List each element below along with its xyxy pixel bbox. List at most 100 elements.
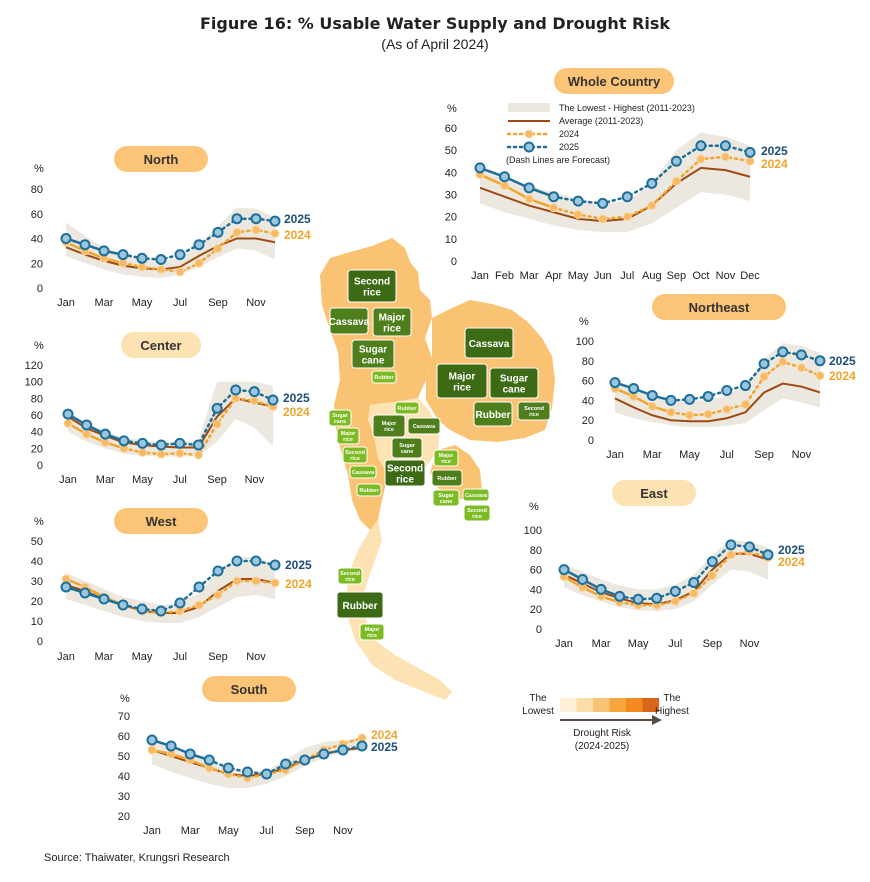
series-label-2024: 2024 [829, 369, 856, 383]
y-tick-label: 60 [31, 209, 43, 221]
map-e-major-rice-text: rice [441, 459, 451, 465]
point-y2025 [280, 758, 292, 770]
map-e-sugar-cane-box [432, 489, 460, 507]
point-y2025 [269, 215, 281, 227]
map-c-sugar-cane-box [391, 437, 423, 459]
unit-label: % [529, 501, 539, 513]
x-tick-label: Mar [181, 825, 200, 837]
map-north-rubber-box [371, 370, 397, 384]
point-y2024 [598, 214, 608, 224]
map-c-rubber: Rubber [394, 401, 420, 415]
legend-2025-label: 2025 [559, 142, 579, 152]
map-north-major-rice-text: Major [379, 313, 406, 324]
x-tick-label: Mar [643, 449, 662, 461]
point-y2024 [647, 401, 657, 411]
point-y2025 [558, 564, 570, 576]
x-tick-label: Sep [208, 651, 228, 663]
map-ne-rubber: Rubber [473, 401, 513, 427]
series-label-2025: 2025 [285, 558, 312, 572]
map-w-cassava: Cassava [349, 465, 377, 479]
x-tick-label: Jul [173, 651, 187, 663]
map-e-rubber: Rubber [431, 469, 463, 487]
map-e-second-rice-text: rice [472, 514, 482, 520]
point-y2024 [647, 201, 657, 211]
point-y2025 [695, 140, 707, 152]
series-label-2024: 2024 [761, 157, 788, 171]
chart-title-center: Center [140, 338, 181, 353]
map-e-sugar-cane-text: Sugar [438, 493, 454, 499]
point-y2024 [622, 212, 632, 222]
point-y2024 [722, 404, 732, 414]
drought-scale-low-2: Lowest [522, 706, 554, 717]
unit-label: % [120, 693, 130, 705]
map-ne-sugar-cane-text: cane [503, 385, 526, 396]
y-tick-label: 80 [530, 545, 542, 557]
map-north-cassava-text: Cassava [329, 317, 370, 328]
x-tick-label: Nov [333, 825, 353, 837]
map-c-sugar-cane-text: Sugar [399, 443, 415, 449]
line-y2024-forecast [618, 550, 770, 607]
point-y2025 [184, 748, 196, 760]
unit-label: % [34, 163, 44, 175]
point-y2025 [98, 593, 110, 605]
x-tick-label: Jan [59, 474, 77, 486]
point-y2025 [222, 762, 234, 774]
point-y2025 [651, 592, 663, 604]
x-tick-label: Mar [95, 651, 114, 663]
y-tick-label: 10 [31, 616, 43, 628]
line-y2024-actual [479, 173, 555, 209]
series-label-2024: 2024 [284, 228, 311, 242]
y-tick-label: 10 [445, 234, 457, 246]
chart-center: Center% 0 20 40 60 80 100 120 Jan Mar May Jul Sep Nov… [25, 332, 310, 486]
point-y2024 [796, 363, 806, 373]
range-band [152, 738, 362, 788]
x-tick-label: Jan [471, 270, 489, 282]
drought-scale-swatch [626, 698, 643, 712]
map-c-second-rice-box [384, 459, 426, 487]
series-label-2024: 2024 [283, 405, 310, 419]
chart-title-north: North [144, 152, 179, 167]
point-y2025 [248, 386, 260, 398]
point-y2025 [193, 239, 205, 251]
legend-2024-label: 2024 [559, 129, 579, 139]
point-y2025 [60, 581, 72, 593]
line-y2025-actual [65, 237, 124, 256]
point-y2025 [777, 346, 789, 358]
point-y2025 [548, 191, 560, 203]
point-y2024 [740, 399, 750, 409]
map-s-second-rice-box [337, 567, 363, 585]
x-tick-label: May [628, 638, 649, 650]
map-e-second-rice-text: Second [467, 508, 487, 514]
x-tick-label: Jan [57, 651, 75, 663]
map-c-major-rice-box [372, 414, 406, 438]
title-pill-west [114, 508, 208, 534]
x-tick-label: Nov [716, 270, 736, 282]
point-y2025 [230, 384, 242, 396]
point-y2025 [211, 402, 223, 414]
y-tick-label: 100 [524, 525, 542, 537]
x-tick-label: Feb [495, 270, 514, 282]
map-s-rubber-text: Rubber [343, 601, 378, 612]
y-tick-label: 60 [530, 565, 542, 577]
drought-scale-high-2: Highest [655, 706, 689, 717]
x-tick-label: Jul [720, 449, 734, 461]
point-y2024 [726, 550, 736, 560]
point-y2024 [138, 448, 148, 457]
point-y2024 [175, 448, 185, 458]
map-w-rubber-box [356, 483, 382, 497]
point-y2025 [136, 603, 148, 615]
map-south-region [346, 520, 452, 700]
y-tick-label: 0 [37, 283, 43, 295]
map-c-rubber-box [394, 401, 420, 415]
y-tick-label: 20 [31, 596, 43, 608]
map-e-rubber-box [431, 469, 463, 487]
y-tick-label: 60 [31, 410, 43, 422]
y-tick-label: 0 [451, 256, 457, 268]
average-line [479, 166, 751, 223]
drought-scale-high-1: The [663, 693, 681, 704]
y-tick-label: 100 [25, 377, 43, 389]
series-label-2024: 2024 [285, 577, 312, 591]
point-y2024 [194, 600, 204, 610]
map-ne-sugar-cane-text: Sugar [500, 374, 528, 385]
